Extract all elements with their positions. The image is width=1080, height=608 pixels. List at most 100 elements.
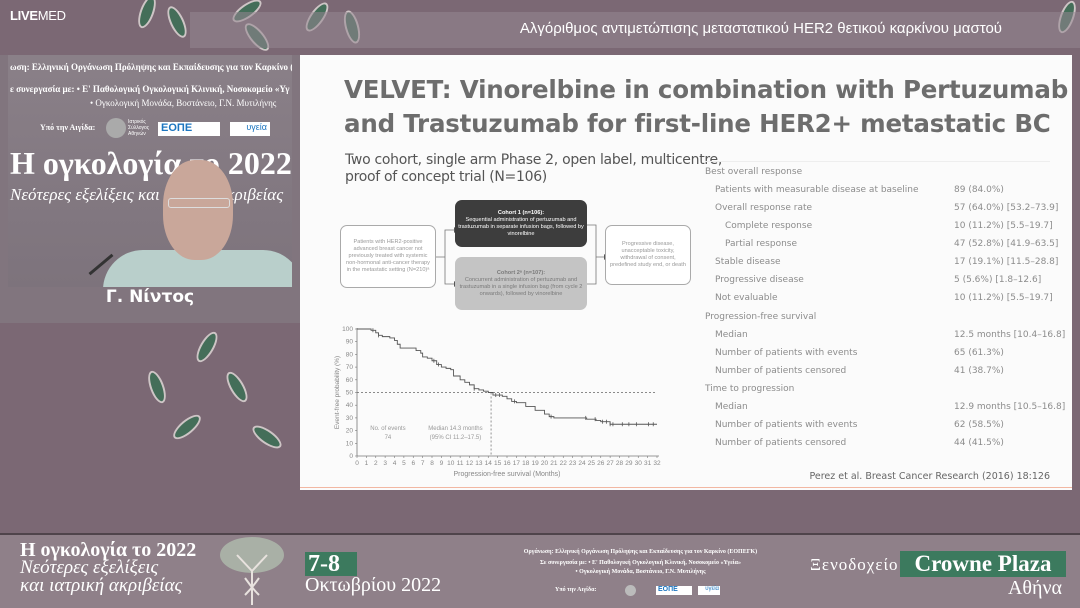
eope-logo: ΕΟΠΕ [656,586,692,595]
y-tick-label: 40 [346,402,354,409]
x-tick-label: 5 [402,460,406,467]
x-tick-label: 10 [447,460,455,467]
citation: Perez et al. Breast Cancer Research (201… [809,471,1050,482]
row-value: 65 (61.3%) [954,347,1004,358]
x-tick-label: 7 [421,460,425,467]
y-tick-label: 100 [342,326,353,333]
x-tick-label: 31 [644,460,652,467]
banner-aegis: Υπό την Αιγίδα: [555,587,597,593]
row-value: 10 (11.2%) [5.5–19.7] [954,293,1053,304]
x-tick-label: 30 [635,460,643,467]
row-value: 12.5 months [10.4–16.8] [954,329,1066,340]
x-tick-label: 6 [411,460,415,467]
banner-month-year: Οκτωβρίου 2022 [305,574,442,596]
x-tick-label: 32 [653,460,661,467]
y-tick-label: 20 [346,428,354,435]
table-row: Best overall response [705,167,1050,185]
row-value: 57 (64.0%) [53.2–73.9] [954,203,1059,214]
table-row: Number of patients censored 44 (41.5%) [705,438,1050,456]
speaker-head [163,160,233,260]
speaker-name: Γ. Νίντος [105,287,195,307]
row-value: 41 (38.7%) [954,365,1004,376]
y-tick-label: 50 [346,390,354,397]
x-tick-label: 15 [494,460,502,467]
row-value: 12.9 months [10.5–16.8] [954,401,1066,412]
row-value: 47 (52.8%) [41.9–63.5] [954,239,1059,250]
ygeia-logo: υγεία [230,122,270,136]
row-label: Overall response rate [715,203,813,214]
row-label: Partial response [725,239,798,250]
row-value: 62 (58.5%) [954,419,1004,430]
banner-hotel-name: Crowne Plaza [900,551,1066,577]
survival-curve [357,328,657,425]
row-value: 5 (5.6%) [1.8–12.6] [954,275,1042,286]
row-label: Number of patients with events [715,347,858,358]
slide-title: VELVET: Vinorelbine in combination with … [344,75,1069,138]
median-ci: (95% CI 11.2–17.5) [430,435,482,441]
banner-title: Η ογκολογία το 2022 [20,539,197,561]
y-axis-label: Event-free probability (%) [334,356,341,429]
row-label: Patients with measurable disease at base… [715,185,919,196]
glasses-icon [168,198,230,208]
x-tick-label: 14 [485,460,493,467]
table-row: Number of patients with events 65 (61.3%) [705,348,1050,366]
row-label: Progressive disease [715,275,804,286]
x-tick-label: 21 [550,460,558,467]
x-tick-label: 9 [440,460,444,467]
median-label: Median 14.3 months [428,426,482,432]
row-label: Median [715,401,748,412]
x-tick-label: 28 [616,460,624,467]
row-label: Progression-free survival [705,311,817,322]
flow-outcome-box: Progressive disease, unacceptable toxici… [605,225,691,285]
x-tick-label: 19 [532,460,540,467]
x-tick-label: 2 [374,460,378,467]
banner-hotel-label: Ξενοδοχείο [810,555,899,574]
events-value: 74 [385,435,392,441]
table-row: Patients with measurable disease at base… [705,185,1050,203]
y-tick-label: 70 [346,364,354,371]
title-bar [190,12,1080,48]
x-tick-label: 13 [475,460,483,467]
y-tick-label: 30 [346,415,354,422]
x-tick-label: 20 [541,460,549,467]
livemed-logo: LIVEMED [10,8,66,23]
presentation-slide: VELVET: Vinorelbine in combination with … [300,55,1072,490]
banner-cooperation: Σε συνεργασία με: • Ε' Παθολογική Ογκολο… [540,560,741,566]
table-row: Partial response 47 (52.8%) [41.9–63.5] [705,239,1058,257]
table-row: Not evaluable 10 (11.2%) [5.5–19.7] [705,293,1053,311]
x-tick-label: 16 [503,460,511,467]
table-row: Number of patients censored 41 (38.7%) [705,366,1050,384]
x-tick-label: 27 [607,460,615,467]
events-label: No. of events [370,426,405,432]
x-tick-label: 1 [365,460,369,467]
x-tick-label: 24 [578,460,586,467]
y-tick-label: 10 [346,440,354,447]
flow-cohort2-box: Cohort 2ᵃ (n=107): Concurrent administrat… [455,257,587,310]
banner-city: Αθήνα [1007,577,1062,599]
row-label: Median [715,329,748,340]
row-label: Time to progression [705,383,795,394]
row-label: Not evaluable [715,293,778,304]
row-label: Stable disease [715,257,781,268]
x-tick-label: 12 [466,460,474,467]
banner-organizer: Οργάνωση: Ελληνική Οργάνωση Πρόληψης και… [523,549,758,555]
y-tick-label: 60 [346,377,354,384]
slide-footer-line [300,487,1072,488]
x-axis-label: Progression-free survival (Months) [454,471,561,478]
row-label: Number of patients censored [715,438,847,449]
table-row: Progressive disease 5 (5.6%) [1.8–12.6] [705,275,1050,293]
x-tick-label: 26 [597,460,605,467]
x-tick-label: 18 [522,460,530,467]
table-row: Overall response rate 57 (64.0%) [53.2–73… [705,203,1058,221]
y-tick-label: 80 [346,351,354,358]
banner-subtitle: Νεότερες εξελίξεις και ιατρική ακριβείας [20,557,183,596]
tree-dna-icon [220,537,284,605]
banner-dates: 7-8 [305,552,357,576]
x-tick-label: 29 [625,460,633,467]
ygeia-logo: υγεία [698,586,720,595]
table-row: Complete response 10 (11.2%) [5.5–19.7] [705,221,1053,239]
flow-patients-box: Patients with HER2-positive advanced bre… [340,225,436,288]
x-tick-label: 0 [355,460,359,467]
row-value: 89 (84.0%) [954,185,1004,196]
table-row: Progression-free survival [705,312,1050,330]
